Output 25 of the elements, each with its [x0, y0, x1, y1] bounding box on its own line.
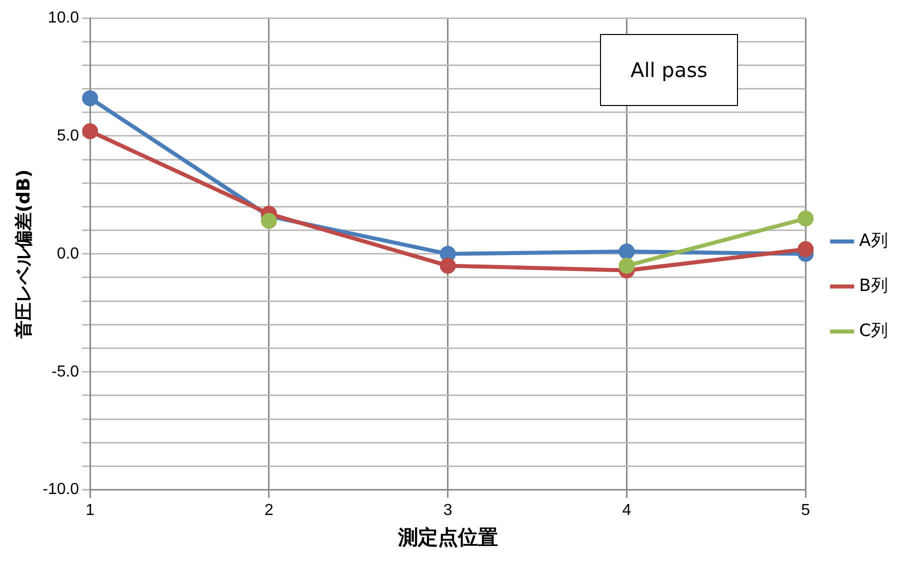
legend-label: A列	[859, 230, 888, 251]
point	[260, 212, 277, 229]
y-axis-title: 音圧レベル偏差(dB)	[13, 169, 34, 340]
x-axis-title: 測定点位置	[396, 525, 498, 550]
point	[618, 244, 635, 260]
point	[82, 90, 98, 106]
y-tick-label: 0.0	[56, 245, 80, 262]
y-tick-label: 5.0	[56, 127, 80, 144]
y-tick-label: -5.0	[51, 363, 80, 380]
point	[440, 246, 456, 262]
y-tick-label: -10.0	[42, 481, 80, 498]
point	[82, 123, 98, 140]
x-tick-label: 1	[86, 502, 95, 519]
point	[618, 258, 635, 274]
x-tick-label: 4	[622, 502, 632, 519]
x-tick-label: 2	[264, 502, 274, 519]
point	[798, 241, 814, 258]
x-tick-label: 3	[443, 502, 452, 519]
annotation: All pass	[600, 34, 738, 106]
legend-label: C列	[859, 320, 888, 341]
point	[440, 258, 456, 274]
point	[798, 210, 814, 227]
y-tick-label: 10.0	[48, 9, 80, 26]
x-tick-label: 5	[801, 502, 810, 519]
legend-label: B列	[859, 276, 888, 296]
